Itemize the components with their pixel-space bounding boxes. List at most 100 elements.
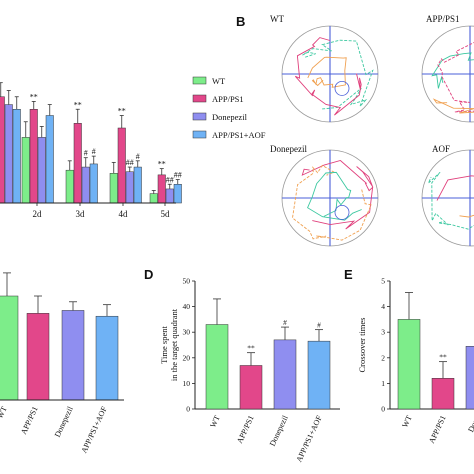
swim-path-0-2: [294, 37, 362, 116]
panel-c-chart: WT APP/PS1 Donepezil APP/PS1+AOF: [0, 272, 124, 455]
swim-path-0-1: [302, 39, 374, 110]
bar-a-1d-2: [4, 104, 13, 204]
swim-path-2-2: [307, 171, 362, 221]
bar-a-4d-2: [125, 171, 134, 204]
y-tick-label-d-0: 0: [186, 405, 190, 414]
swim-path-2-1: [292, 164, 372, 241]
x-tick-label-d-2: Donepezil: [268, 413, 290, 447]
swim-path-1-1: [437, 42, 474, 113]
annotation-d-2: #: [283, 318, 287, 327]
legend-label-3: APP/PS1+AOF: [212, 130, 266, 140]
x-tick-label-e-0: WT: [400, 414, 413, 429]
y-tick-label-e-5: 5: [381, 277, 385, 286]
bar-a-1d-1: [0, 96, 5, 204]
bar-a-3d-1: [73, 123, 82, 204]
annotation-a-9: ##: [174, 171, 182, 180]
bar-a-2d-2: [37, 137, 46, 204]
bar-c-0: [0, 295, 19, 401]
annotation-a-7: **: [158, 160, 166, 169]
bar-a-4d-0: [109, 173, 118, 204]
y-tick-label-d-40: 40: [183, 302, 191, 311]
y-label-e: Crossover times: [357, 317, 367, 372]
legend-label-2: Donepezil: [212, 112, 248, 122]
pool-label-2: Donepezil: [270, 144, 307, 154]
y-label-d-0: Time spent: [159, 326, 169, 364]
x-tick-label-c-1: APP/PS1: [19, 405, 40, 436]
y-tick-label-d-10: 10: [183, 379, 191, 388]
x-tick-label-c-3: APP/PS1+AOF: [79, 405, 109, 455]
bar-c-2: [61, 310, 85, 401]
y-tick-label-e-4: 4: [381, 302, 385, 311]
annotation-a-2: #: [84, 149, 88, 158]
y-label-d-1: in the target quadrant: [169, 308, 179, 381]
bar-a-2d-1: [29, 109, 38, 204]
bar-d-2: [273, 339, 297, 410]
panel-e-chart: E 0 1 2 3 4 5 Crossover times WT ** APP/PS1 Done: [344, 267, 474, 445]
bar-a-5d-3: [173, 184, 182, 204]
x-tick-label-c-2: Donepezil: [53, 404, 75, 438]
bar-a-5d-1: [157, 174, 166, 204]
legend-label-1: APP/PS1: [212, 94, 244, 104]
pool-label-1: APP/PS1: [426, 14, 460, 24]
legend-swatch-0: [192, 76, 207, 85]
bar-a-1d-3: [12, 109, 21, 204]
bar-d-1: [239, 365, 263, 410]
bar-d-3: [307, 340, 331, 410]
panel-d-letter: D: [144, 267, 153, 282]
bar-d-0: [205, 324, 229, 410]
y-tick-label-e-0: 0: [381, 405, 385, 414]
x-tick-label-d-0: WT: [208, 414, 221, 429]
panel-b-trajectories: B WT APP/PS1 Donepezil AOF: [236, 14, 474, 247]
panel-b-letter: B: [236, 14, 245, 29]
annotation-a-4: **: [118, 107, 126, 116]
x-tick-label-e-2: Done: [466, 414, 474, 434]
swim-path-3-2: [436, 175, 474, 201]
y-tick-label-e-3: 3: [381, 328, 385, 337]
swim-path-0-0: [307, 56, 347, 88]
annotation-a-3: #: [92, 147, 96, 156]
y-tick-label-d-20: 20: [183, 353, 191, 362]
x-tick-label-c-0: WT: [0, 405, 9, 420]
bar-c-3: [95, 315, 119, 401]
bar-a-2d-0: [21, 137, 30, 204]
y-tick-label-e-1: 1: [381, 379, 385, 388]
annotation-d-1: **: [247, 344, 255, 353]
y-tick-label-e-2: 2: [381, 353, 385, 362]
swim-path-1-0: [431, 52, 474, 89]
annotation-a-6: #: [136, 152, 140, 161]
bar-a-5d-2: [165, 188, 174, 204]
bar-a-4d-3: [133, 166, 142, 204]
legend-swatch-3: [192, 130, 207, 139]
annotation-e-1: **: [439, 353, 447, 362]
platform-0: [334, 81, 350, 96]
bar-a-3d-3: [89, 163, 98, 204]
legend-swatch-1: [192, 94, 207, 103]
x-tick-label-d-3: APP/PS1+AOF: [294, 414, 324, 464]
x-tick-label-d-1: APP/PS1: [235, 414, 256, 445]
bar-e-2: [465, 346, 474, 410]
legend-label-0: WT: [212, 76, 226, 86]
swim-path-2-0: [301, 160, 374, 230]
swim-path-3-0: [459, 214, 474, 218]
x-tick-label-a-2d: 2d: [33, 209, 43, 219]
pool-label-0: WT: [270, 14, 284, 24]
y-tick-label-d-30: 30: [183, 328, 191, 337]
bar-a-3d-2: [81, 166, 90, 204]
panel-e-letter: E: [344, 267, 353, 282]
y-tick-label-d-50: 50: [183, 277, 191, 286]
annotation-a-8: ##: [166, 175, 174, 184]
bar-e-0: [397, 319, 421, 410]
legend: WT APP/PS1 Donepezil APP/PS1+AOF: [192, 76, 266, 140]
pool-label-3: AOF: [432, 144, 450, 154]
annotation-a-5: ##: [126, 158, 134, 167]
annotation-a-1: **: [74, 100, 82, 109]
bar-c-1: [26, 313, 50, 401]
x-tick-label-a-5d: 5d: [161, 209, 171, 219]
bar-a-2d-3: [45, 115, 54, 204]
x-tick-label-a-3d: 3d: [76, 209, 86, 219]
bar-e-1: [431, 378, 455, 410]
platform-2: [334, 204, 350, 220]
bar-a-3d-0: [65, 169, 74, 204]
